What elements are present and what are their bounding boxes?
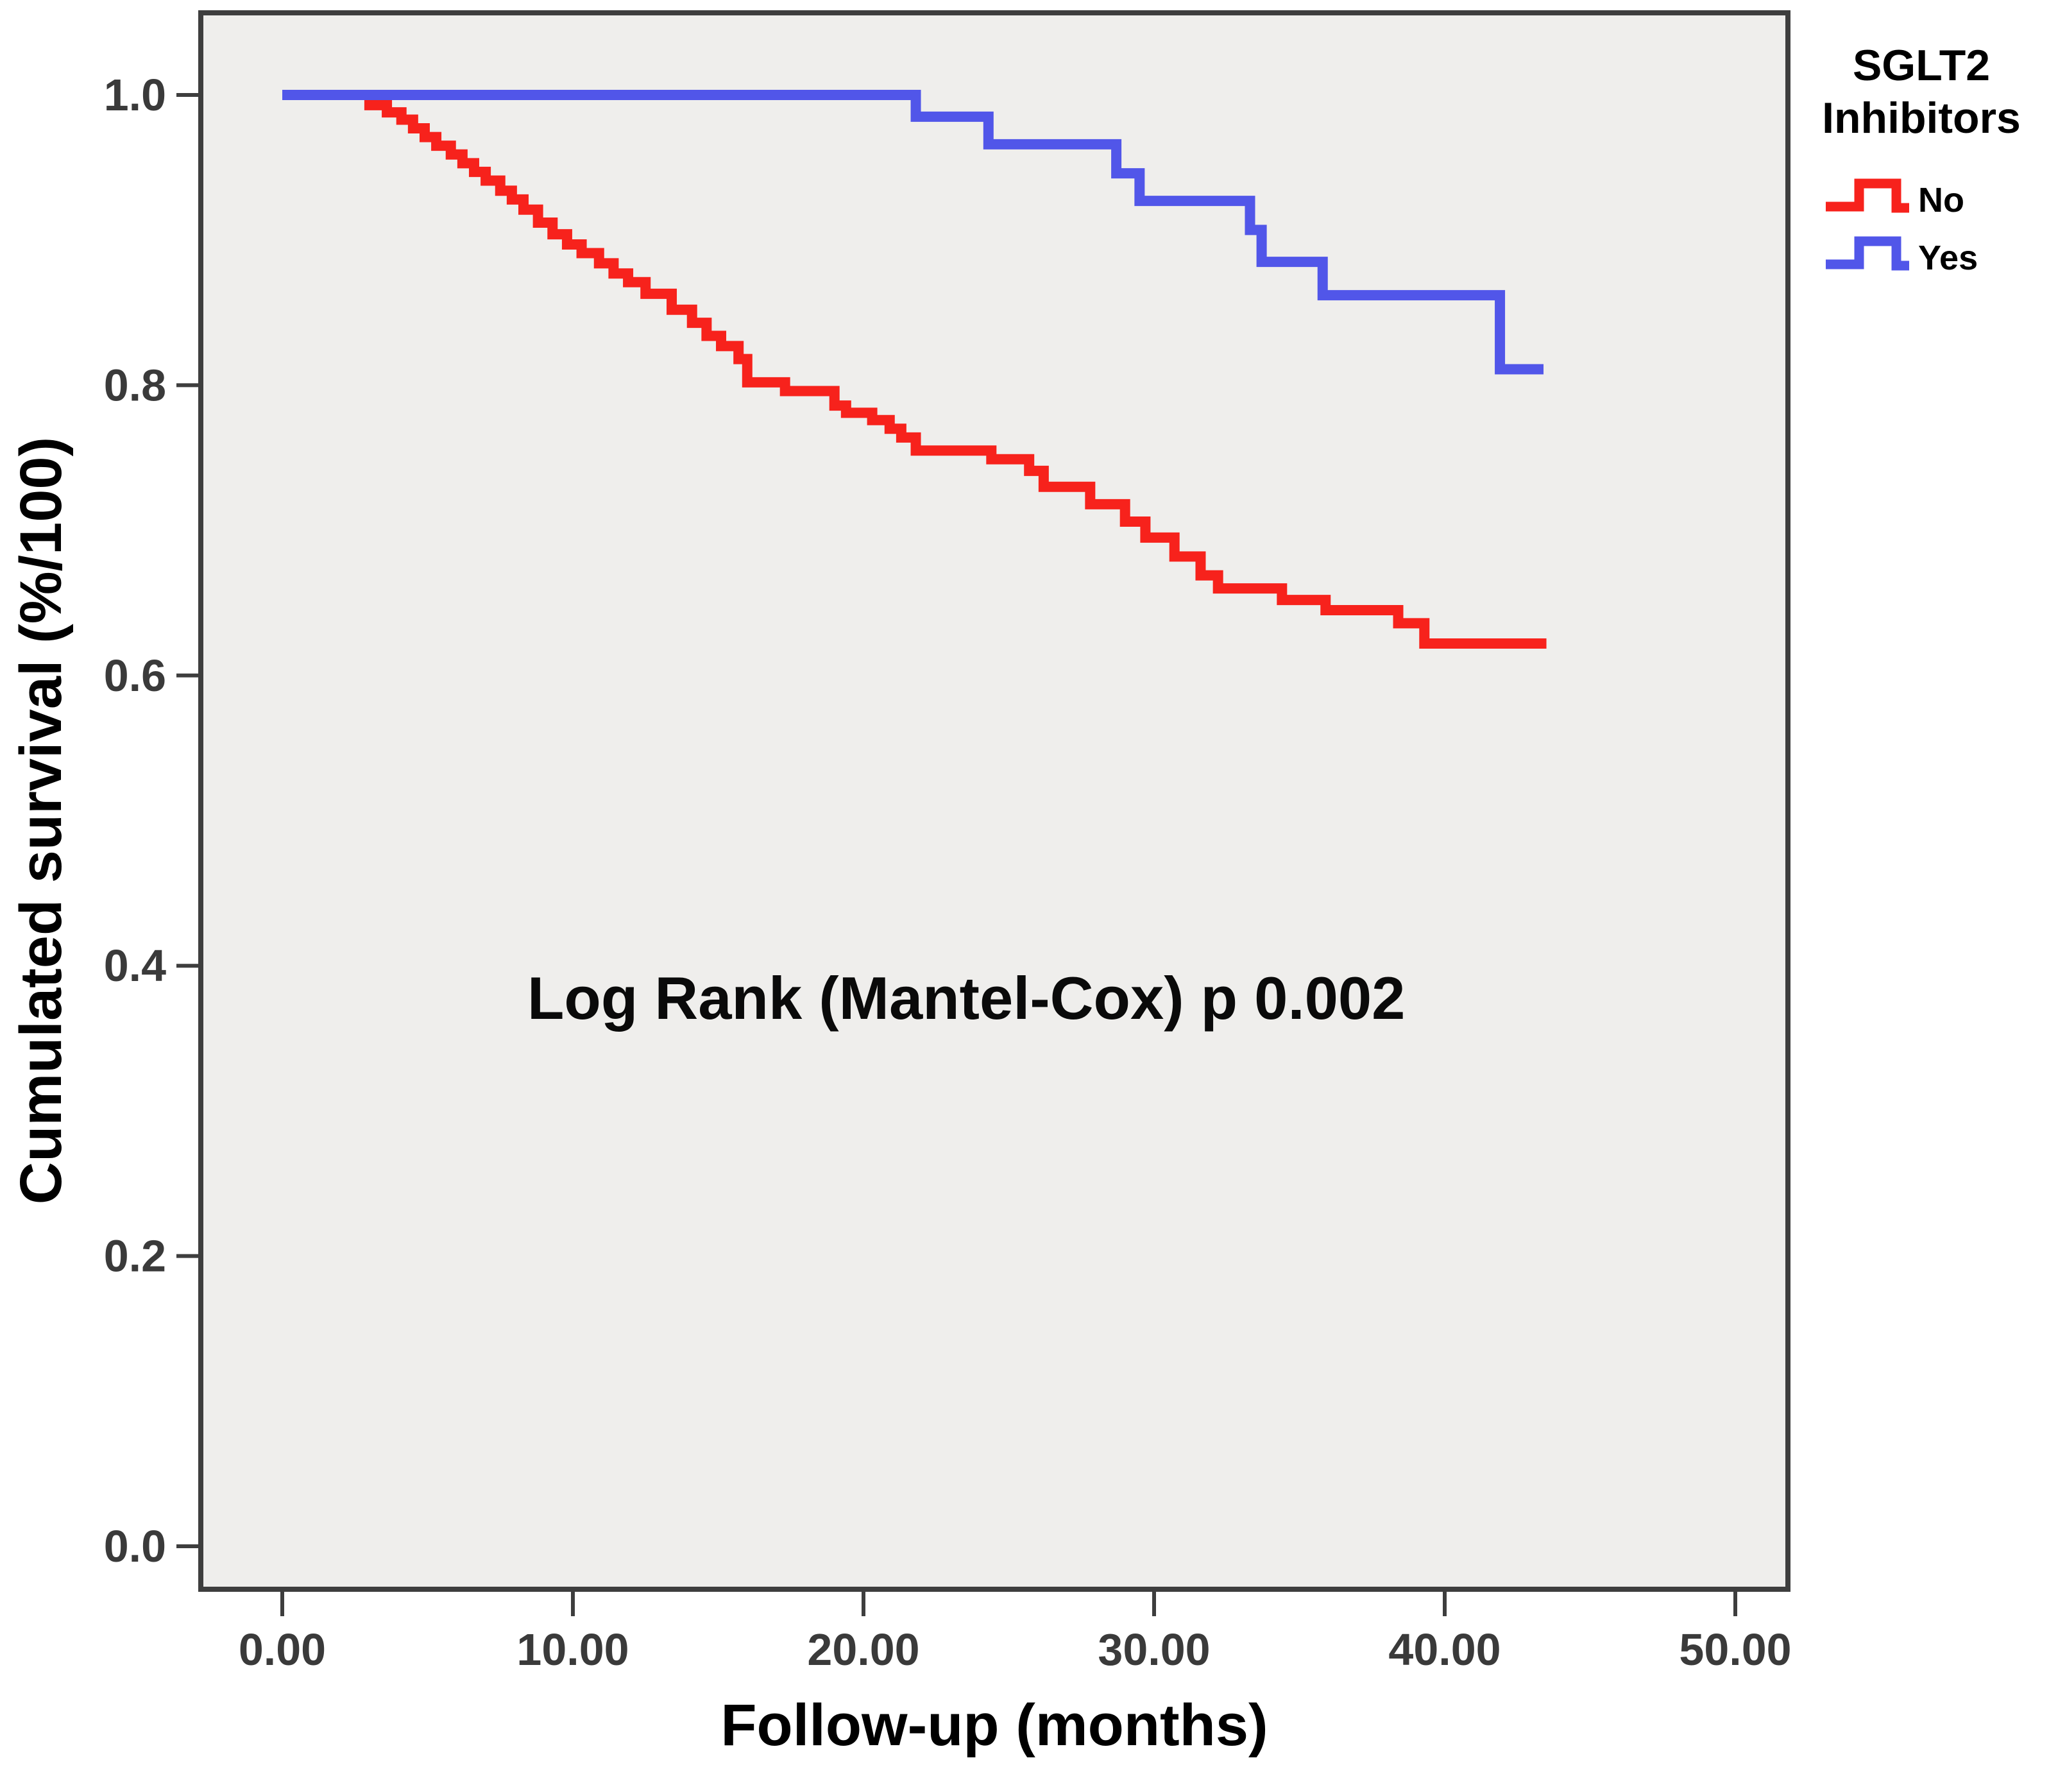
- x-tick-label: 0.00: [239, 1625, 326, 1675]
- x-tick-label: 10.00: [516, 1625, 629, 1675]
- x-tick-label: 20.00: [807, 1625, 919, 1675]
- survival-curves: [282, 90, 1547, 649]
- legend-label-yes: Yes: [1918, 239, 1978, 277]
- legend-label-no: No: [1918, 181, 1964, 219]
- x-tick-label: 40.00: [1388, 1625, 1501, 1675]
- y-axis-ticks: 1.0 0.8 0.6 0.4 0.2 0.0: [104, 70, 198, 1571]
- x-tick-label: 50.00: [1679, 1625, 1791, 1675]
- legend-key-no-icon: [1826, 178, 1909, 213]
- survival-curve-yes: [282, 90, 1544, 375]
- legend-title-line1: SGLT2: [1853, 41, 1990, 90]
- y-tick-label: 0.0: [104, 1521, 166, 1571]
- y-tick-label: 0.2: [104, 1231, 166, 1281]
- legend-title-line2: Inhibitors: [1822, 94, 2021, 142]
- x-axis-title: Follow-up (months): [720, 1693, 1268, 1758]
- plot-area: [201, 13, 1788, 1589]
- y-tick-label: 0.4: [104, 941, 166, 991]
- y-tick-label: 0.8: [104, 360, 166, 410]
- y-tick-label: 1.0: [104, 70, 166, 120]
- x-tick-label: 30.00: [1098, 1625, 1210, 1675]
- x-axis-ticks: 0.00 10.00 20.00 30.00 40.00 50.00: [239, 1592, 1792, 1675]
- plot-frame: [198, 10, 1790, 1592]
- log-rank-annotation: Log Rank (Mantel-Cox) p 0.002: [527, 964, 1405, 1032]
- legend: SGLT2 Inhibitors No Yes: [1822, 41, 2021, 277]
- legend-key-yes-icon: [1826, 236, 1909, 271]
- y-axis-title: Cumulated survival (%/100): [8, 437, 74, 1204]
- y-tick-label: 0.6: [104, 651, 166, 701]
- survival-curve-no: [282, 90, 1547, 649]
